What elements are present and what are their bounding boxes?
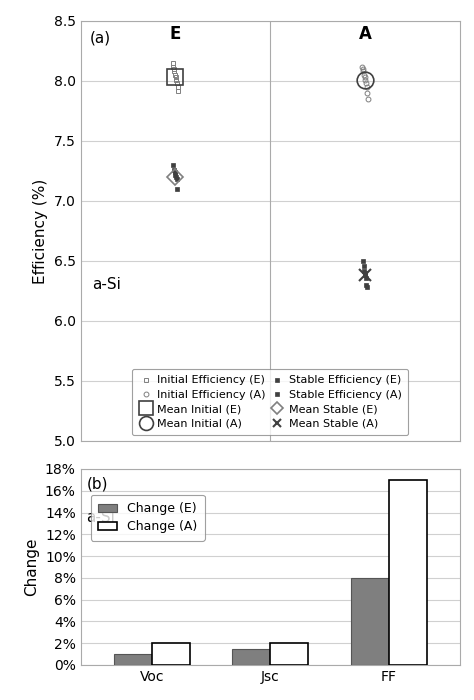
- Bar: [351, 578, 389, 665]
- Legend: Initial Efficiency (E), Initial Efficiency (A), Mean Initial (E), Mean Initial (: Initial Efficiency (E), Initial Efficien…: [132, 369, 408, 435]
- Legend: Change (E), Change (A): Change (E), Change (A): [91, 495, 205, 541]
- Text: a-Si: a-Si: [86, 510, 115, 526]
- Text: A: A: [358, 25, 372, 43]
- Bar: [232, 649, 270, 665]
- Y-axis label: Efficiency (%): Efficiency (%): [33, 178, 48, 284]
- Text: (a): (a): [90, 31, 111, 46]
- Bar: [114, 654, 152, 665]
- Bar: [152, 643, 190, 665]
- Y-axis label: Change: Change: [24, 538, 39, 596]
- Text: (b): (b): [86, 477, 108, 491]
- Bar: [270, 643, 308, 665]
- Text: E: E: [170, 25, 181, 43]
- Bar: [389, 480, 427, 665]
- Text: a-Si: a-Si: [92, 277, 121, 293]
